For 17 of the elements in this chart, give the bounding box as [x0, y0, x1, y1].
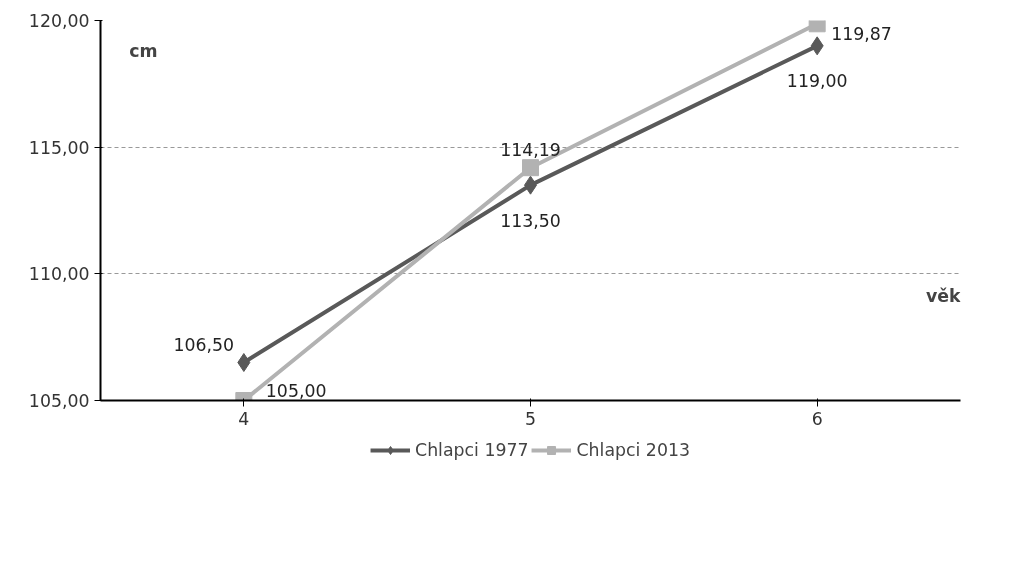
data-label: 114,19 — [500, 140, 561, 161]
y-tick-label: 105,00 — [28, 391, 90, 411]
x-tick-label: 5 — [524, 408, 537, 429]
y-tick-label: 115,00 — [28, 137, 90, 158]
data-label: 119,00 — [786, 71, 848, 92]
x-tick-label: 4 — [238, 408, 250, 429]
x-tick-label: 6 — [811, 408, 823, 429]
y-tick-label: 110,00 — [28, 264, 90, 285]
data-label: 106,50 — [173, 335, 235, 355]
y-tick-label: 120,00 — [28, 11, 90, 31]
x-axis-title: věk — [925, 285, 961, 306]
y-axis-title: cm — [129, 40, 158, 61]
data-label: 119,87 — [831, 24, 892, 45]
legend-label: Chlapci 2013 — [576, 439, 690, 460]
legend-label: Chlapci 1977 — [415, 439, 529, 460]
data-label: 105,00 — [265, 381, 327, 401]
data-label: 113,50 — [500, 210, 561, 231]
